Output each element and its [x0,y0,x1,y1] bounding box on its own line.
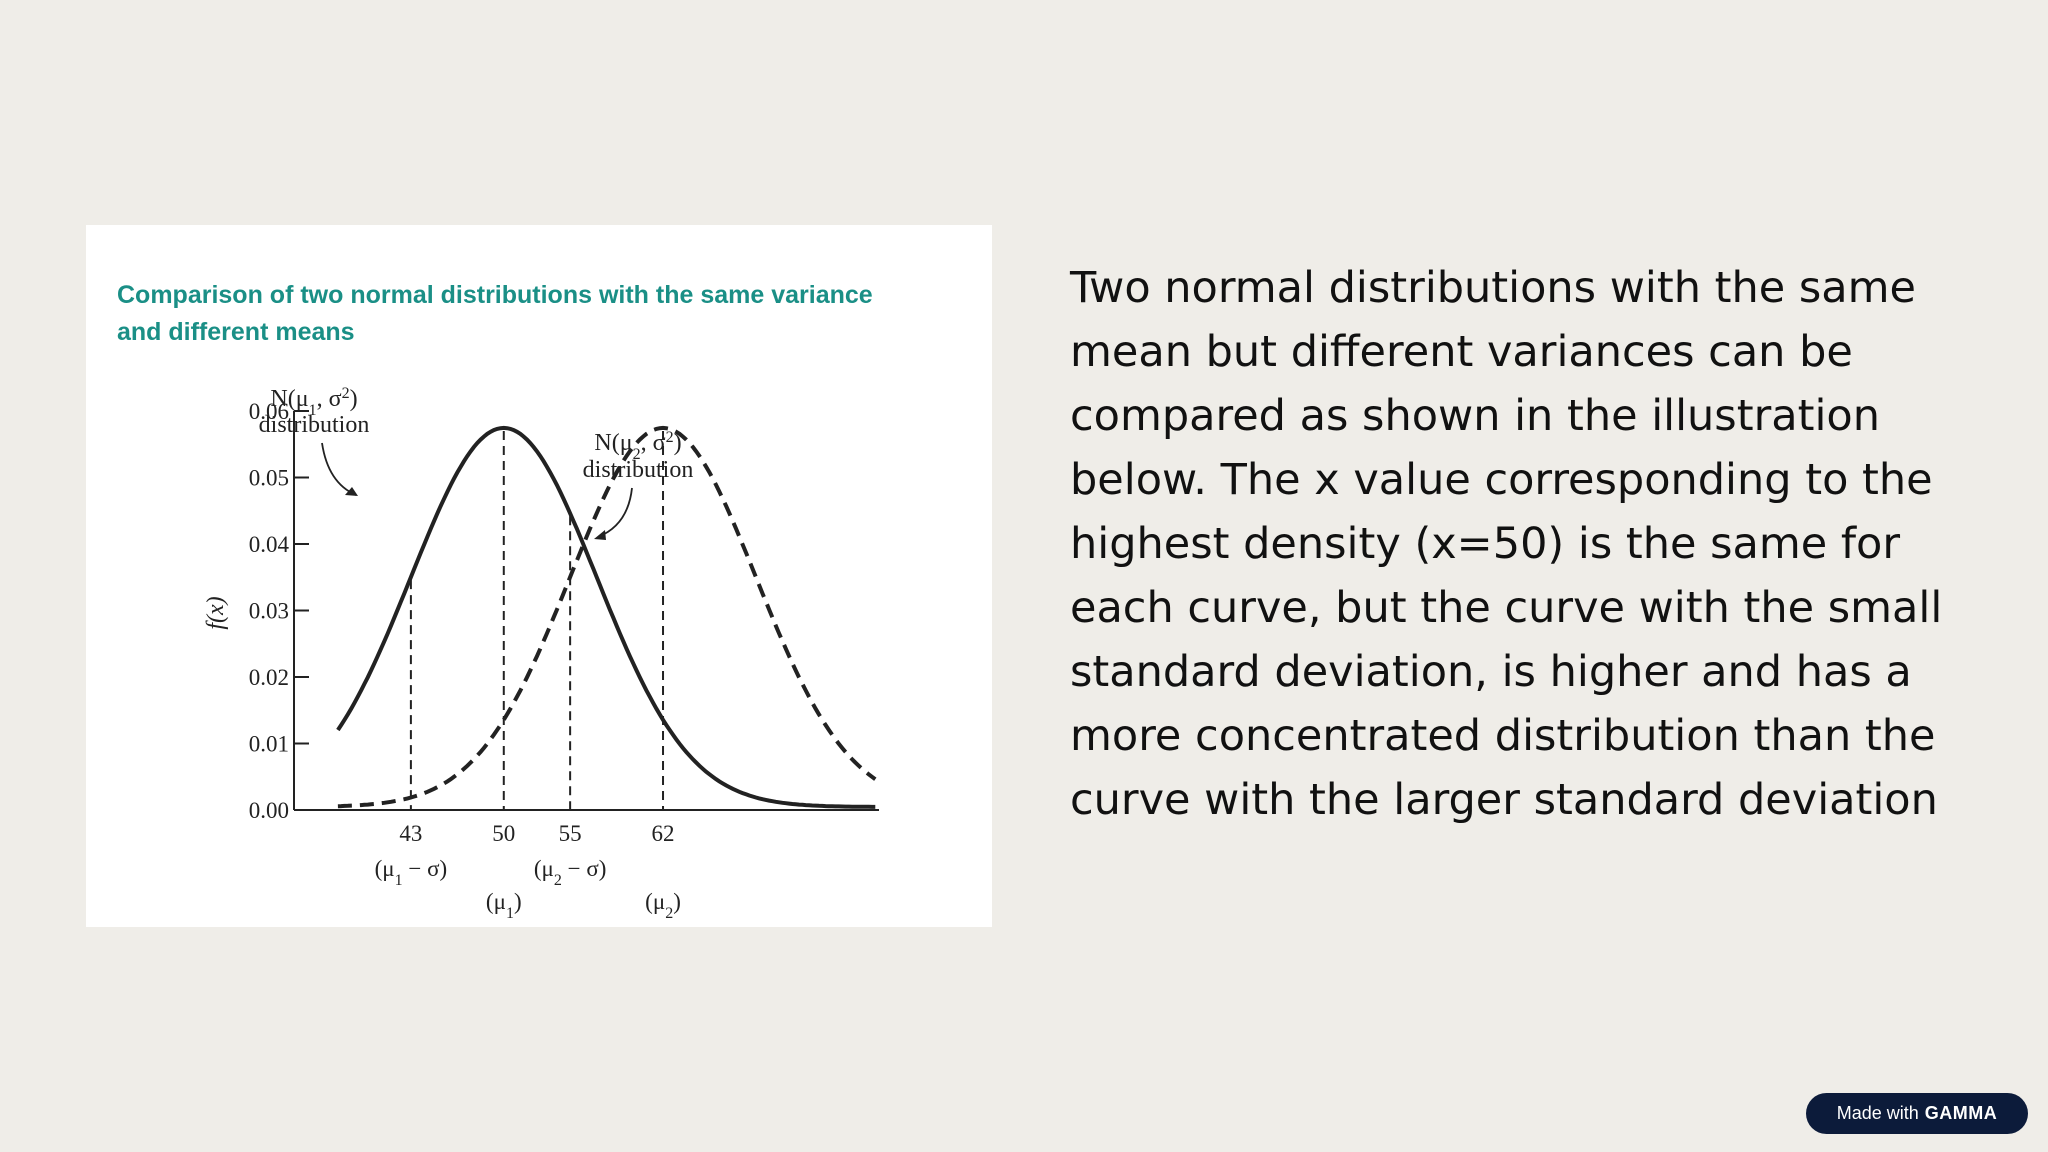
x-tick-sublabel: (μ2) [645,889,681,922]
description-line: standard deviation, is higher and has a [1070,647,1912,697]
series-1-arrow [321,442,357,496]
x-tick-sublabel: (μ1 − σ) [375,856,448,889]
made-with-gamma-badge[interactable]: Made with GAMMA [1806,1093,2028,1134]
figure-title-line-2: and different means [117,318,355,346]
x-tick-label: 50 [492,821,515,846]
description-line: mean but different variances can be [1070,327,1853,377]
y-tick-label: 0.04 [249,532,290,557]
description-line: highest density (x=50) is the same for [1070,519,1901,569]
y-tick-label: 0.03 [249,599,289,624]
y-tick-label: 0.06 [249,399,289,424]
description-line: compared as shown in the illustration [1070,391,1880,441]
series-1-annotation-label: distribution [259,412,370,438]
x-tick-label: 55 [559,821,582,846]
x-tick-sublabel: (μ2 − σ) [534,856,607,889]
series-1-arrowhead [345,487,358,496]
y-tick-label: 0.02 [249,665,289,690]
figure-card: 0.00 0.01 0.02 0.03 0.04 0.05 0.06 f(x) 43 50 55 62… [86,225,992,927]
x-tick-label: 62 [652,821,675,846]
badge-prefix: Made with [1836,1103,1919,1123]
y-tick-label: 0.05 [249,466,289,491]
description-line: more concentrated distribution than the [1070,711,1936,761]
figure-title: Comparison of two normal distributions w… [117,277,957,351]
x-tick-label: 43 [399,821,422,846]
series-1-annotation: N(μ1, σ2) [270,385,357,419]
description-line: each curve, but the curve with the small [1070,583,1943,633]
figure-title-line-1: Comparison of two normal distributions w… [117,281,873,309]
normal-distribution-chart: 0.00 0.01 0.02 0.03 0.04 0.05 0.06 f(x) 43 50 55 62… [203,385,879,922]
series-curve-mu1 [336,425,876,809]
description-text: Two normal distributions with the same m… [1070,256,1970,832]
y-tick-label: 0.00 [249,798,289,823]
gamma-logo: GAMMA [1924,1103,1998,1123]
x-tick-sublabel: (μ1) [486,889,522,922]
description-line: Two normal distributions with the same [1070,263,1916,313]
description-line: curve with the larger standard deviation [1070,775,1938,825]
description-line: below. The x value corresponding to the [1070,455,1933,505]
series-2-annotation-label: distribution [583,457,694,483]
y-axis-label: f(x) [203,596,229,629]
series-2-arrowhead [594,530,606,540]
series-curve-mu2 [337,425,877,809]
y-tick-label: 0.01 [249,732,289,757]
series-2-annotation: N(μ2, σ2) [594,429,681,463]
